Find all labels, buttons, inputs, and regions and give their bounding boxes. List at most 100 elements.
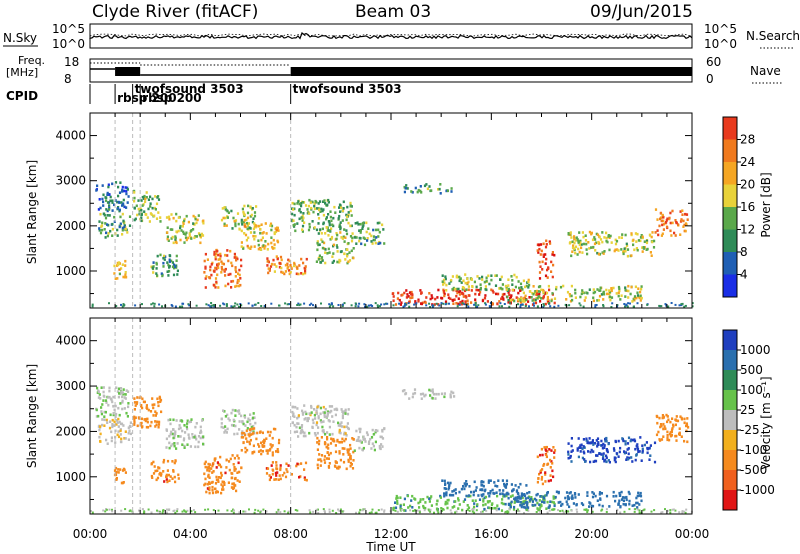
heatmap-cell (374, 511, 377, 514)
heatmap-cell (296, 416, 299, 420)
heatmap-cell (492, 291, 495, 294)
heatmap-cell (95, 415, 98, 418)
heatmap-cell (646, 446, 649, 450)
heatmap-cell (149, 205, 152, 208)
heatmap-cell (559, 500, 562, 504)
heatmap-cell (304, 434, 307, 438)
heatmap-cell (269, 224, 272, 227)
heatmap-cell (307, 204, 310, 208)
heatmap-cell (624, 288, 627, 292)
heatmap-cell (236, 281, 239, 284)
heatmap-cell (273, 246, 276, 250)
heatmap-cell (330, 227, 333, 230)
heatmap-cell (248, 428, 251, 432)
heatmap-cell (111, 508, 113, 511)
heatmap-cell (317, 511, 320, 514)
heatmap-cell (121, 228, 124, 232)
heatmap-cell (363, 508, 366, 511)
noise-tick-top: 10^5 (52, 22, 85, 36)
heatmap-cell (433, 511, 435, 514)
heatmap-cell (537, 295, 540, 298)
heatmap-cell (236, 257, 239, 261)
heatmap-cell (423, 184, 427, 188)
heatmap-cell (313, 413, 316, 417)
heatmap-cell (293, 423, 296, 427)
heatmap-cell (496, 485, 499, 488)
heatmap-cell (440, 296, 443, 300)
heatmap-cell (569, 491, 572, 494)
heatmap-cell (578, 231, 581, 234)
heatmap-cell (201, 419, 204, 422)
heatmap-cell (104, 399, 108, 402)
heatmap-cell (508, 293, 511, 297)
heatmap-cell (184, 233, 187, 236)
heatmap-cell (315, 228, 319, 232)
heatmap-cell (546, 463, 549, 466)
heatmap-cell (361, 448, 364, 451)
heatmap-cell (187, 236, 190, 240)
heatmap-cell (568, 505, 571, 509)
heatmap-cell (450, 493, 453, 497)
heatmap-cell (464, 289, 467, 293)
heatmap-cell (245, 221, 248, 225)
heatmap-cell (536, 501, 539, 505)
heatmap-cell (112, 412, 115, 415)
heatmap-cell (115, 419, 118, 422)
heatmap-cell (568, 304, 571, 307)
heatmap-cell (549, 500, 552, 503)
heatmap-cell (330, 405, 334, 408)
heatmap-cell (637, 491, 640, 495)
heatmap-cell (679, 415, 682, 418)
heatmap-cell (135, 402, 138, 406)
heatmap-cell (675, 415, 678, 418)
heatmap-cell (471, 285, 474, 289)
heatmap-cell (197, 440, 200, 444)
heatmap-cell (240, 449, 243, 452)
heatmap-cell (638, 450, 641, 453)
heatmap-cell (253, 223, 256, 227)
heatmap-cell (428, 388, 431, 392)
heatmap-cell (346, 426, 350, 430)
heatmap-cell (585, 508, 588, 511)
heatmap-cell (513, 273, 516, 277)
heatmap-cell (153, 403, 156, 406)
heatmap-cell (511, 283, 514, 286)
heatmap-cell (182, 222, 185, 225)
heatmap-cell (314, 417, 317, 420)
heatmap-cell (493, 506, 496, 510)
heatmap-cell (179, 426, 182, 430)
heatmap-cell (300, 462, 303, 465)
heatmap-cell (542, 255, 545, 258)
heatmap-cell (645, 441, 648, 444)
heatmap-cell (680, 303, 683, 306)
heatmap-cell (250, 425, 253, 429)
heatmap-cell (171, 261, 174, 264)
heatmap-cell (557, 501, 560, 504)
heatmap-cell (155, 423, 158, 427)
noise-right-tick-top: 10^5 (704, 22, 737, 36)
heatmap-cell (323, 411, 326, 414)
noise-sky-line (89, 32, 693, 40)
heatmap-cell (261, 236, 264, 239)
heatmap-region (266, 255, 308, 276)
heatmap-cell (276, 471, 279, 474)
heatmap-cell (100, 406, 103, 409)
heatmap-cell (266, 248, 269, 251)
heatmap-cell (182, 438, 185, 442)
heatmap-cell (110, 436, 113, 439)
heatmap-cell (323, 461, 327, 464)
heatmap-cell (579, 241, 582, 244)
heatmap-cell (252, 424, 255, 428)
heatmap-cell (430, 504, 433, 507)
heatmap-cell (230, 286, 233, 289)
heatmap-cell (320, 454, 324, 457)
heatmap-cell (585, 242, 588, 246)
heatmap-cell (683, 223, 686, 227)
heatmap-cell (546, 298, 549, 301)
heatmap-cell (309, 413, 312, 417)
heatmap-cell (283, 471, 286, 475)
heatmap-cell (289, 271, 292, 274)
heatmap-cell (263, 438, 266, 442)
heatmap-cell (338, 214, 341, 218)
heatmap-cell (453, 298, 456, 301)
